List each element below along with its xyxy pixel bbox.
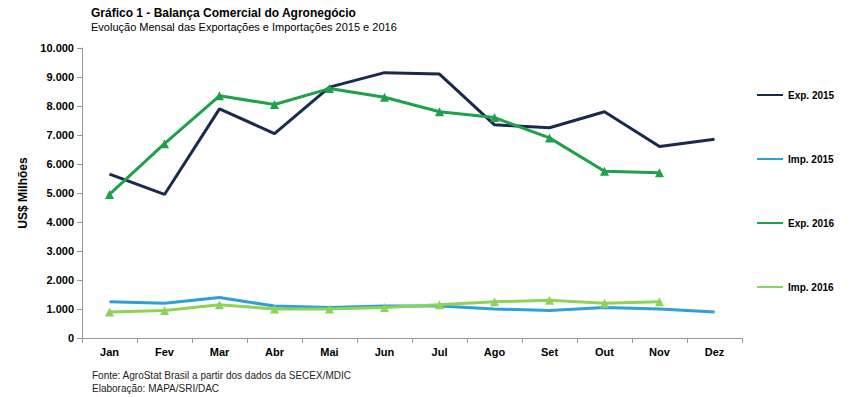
svg-text:Jan: Jan <box>100 346 119 358</box>
svg-text:8.000: 8.000 <box>46 100 74 112</box>
svg-text:4.000: 4.000 <box>46 216 74 228</box>
svg-text:7.000: 7.000 <box>46 129 74 141</box>
svg-text:5.000: 5.000 <box>46 187 74 199</box>
svg-text:Fonte: AgroStat Brasil a parti: Fonte: AgroStat Brasil a partir dos dado… <box>92 370 351 381</box>
svg-text:6.000: 6.000 <box>46 158 74 170</box>
svg-text:2.000: 2.000 <box>46 274 74 286</box>
svg-text:Dez: Dez <box>705 346 725 358</box>
svg-text:9.000: 9.000 <box>46 71 74 83</box>
svg-text:Evolução Mensal das Exportaçõe: Evolução Mensal das Exportações e Import… <box>91 21 397 33</box>
svg-text:Mar: Mar <box>210 346 230 358</box>
svg-text:10.000: 10.000 <box>40 42 74 54</box>
svg-text:Mai: Mai <box>320 346 338 358</box>
svg-text:US$ Milhões: US$ Milhões <box>16 157 30 229</box>
svg-text:Jun: Jun <box>375 346 395 358</box>
svg-text:3.000: 3.000 <box>46 245 74 257</box>
svg-text:1.000: 1.000 <box>46 303 74 315</box>
svg-text:Imp. 2015: Imp. 2015 <box>788 154 834 165</box>
svg-text:Nov: Nov <box>649 346 671 358</box>
svg-text:Set: Set <box>541 346 558 358</box>
svg-text:0: 0 <box>68 332 74 344</box>
svg-text:Out: Out <box>595 346 614 358</box>
svg-text:Exp. 2015: Exp. 2015 <box>788 90 835 101</box>
svg-text:Imp. 2016: Imp. 2016 <box>788 282 834 293</box>
svg-text:Fev: Fev <box>155 346 175 358</box>
svg-text:Ago: Ago <box>484 346 506 358</box>
svg-text:Abr: Abr <box>265 346 285 358</box>
svg-text:Exp. 2016: Exp. 2016 <box>788 218 835 229</box>
svg-text:Jul: Jul <box>432 346 448 358</box>
svg-text:Elaboração: MAPA/SRI/DAC: Elaboração: MAPA/SRI/DAC <box>92 383 219 394</box>
svg-text:Gráfico 1 - Balança Comercial: Gráfico 1 - Balança Comercial do Agroneg… <box>91 6 356 20</box>
